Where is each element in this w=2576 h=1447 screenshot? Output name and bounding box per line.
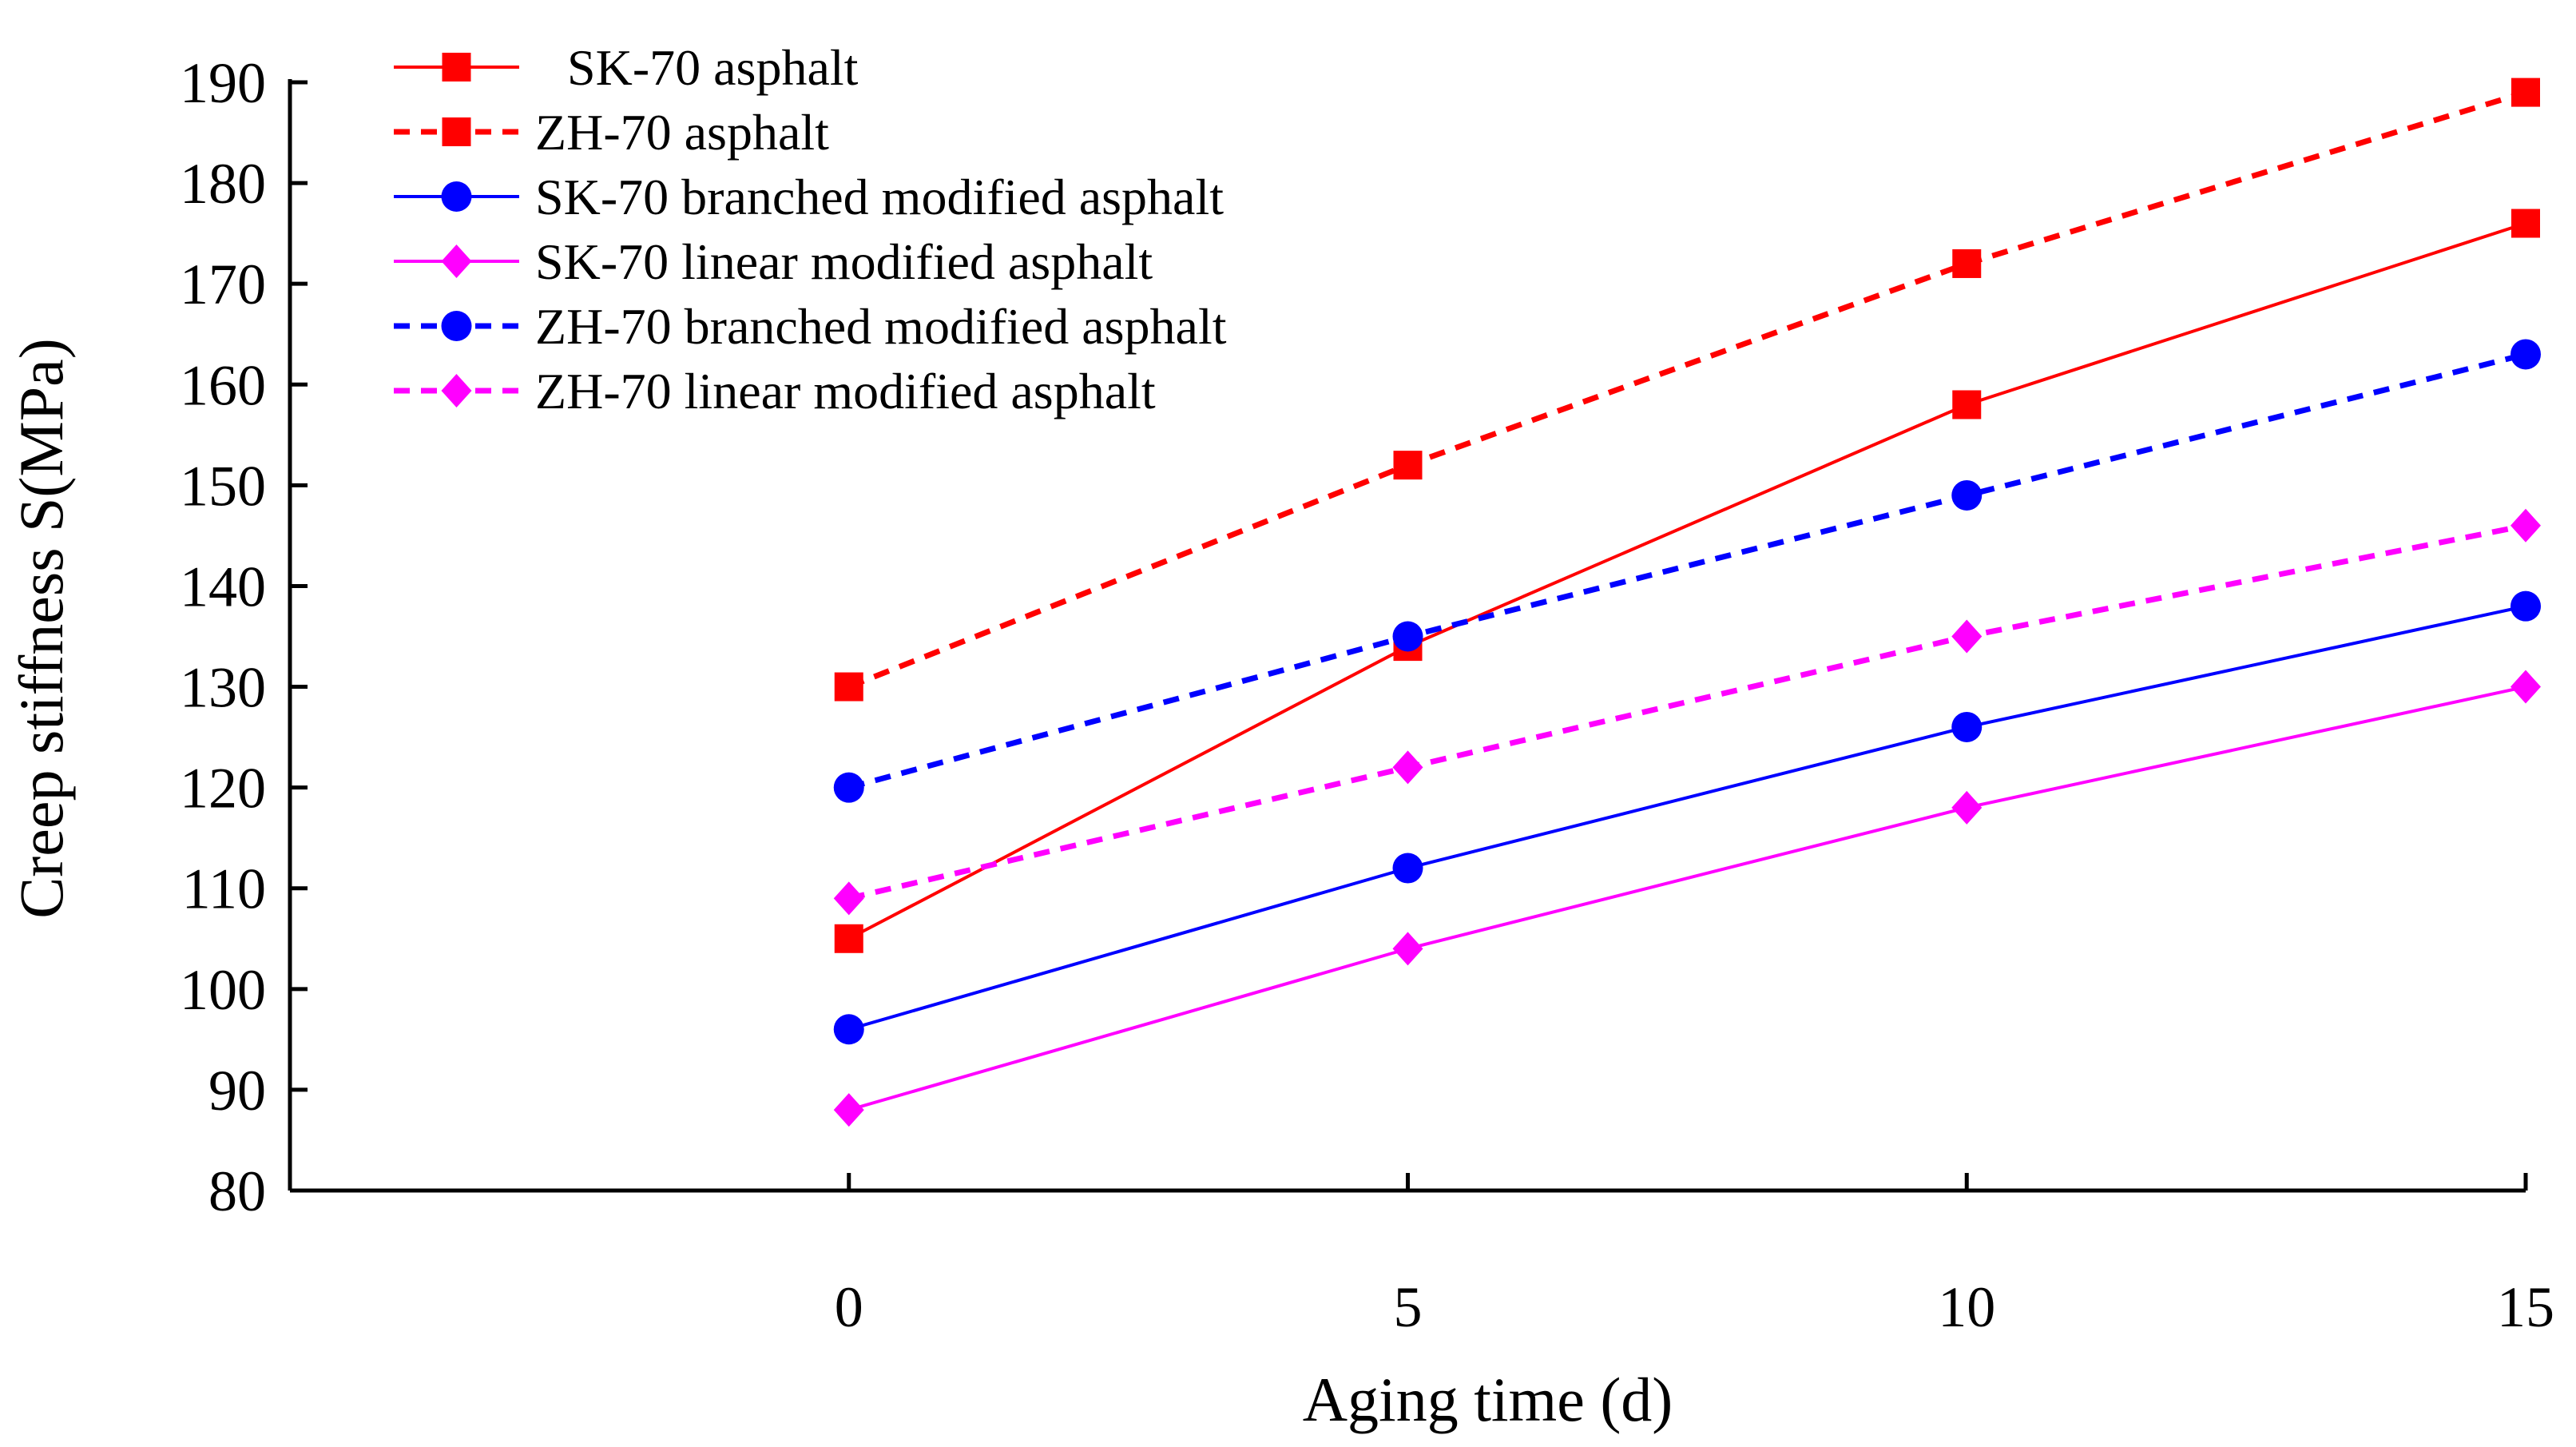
axes: 80 90 100 110 120 130 140 150 160 170 180 190 0 5 10 15 [180, 51, 2554, 1339]
y-tick-label: 150 [180, 454, 266, 518]
data-point [2511, 209, 2540, 238]
legend-swatch-marker [441, 311, 472, 341]
legend-item: SK-70 asphalt [394, 39, 859, 96]
series-line [848, 685, 2526, 1112]
y-tick-label: 110 [182, 857, 266, 921]
series-line [847, 221, 2526, 940]
data-point [2511, 670, 2541, 704]
data-point [2511, 339, 2541, 370]
legend-label: SK-70 linear modified asphalt [535, 233, 1153, 290]
series-line [847, 89, 2527, 690]
data-point [833, 772, 864, 803]
data-point [833, 1093, 864, 1127]
series-line [847, 352, 2526, 791]
legend-item: ZH-70 branched modified asphalt [394, 298, 1227, 355]
x-tick-label: 10 [1938, 1275, 1995, 1339]
legend: SK-70 asphalt ZH-70 asphalt SK-70 branched… [394, 39, 1227, 419]
series-3 [833, 590, 2541, 1045]
data-point [1392, 932, 1423, 966]
data-point [2511, 78, 2540, 107]
legend-label: ZH-70 linear modified asphalt [535, 363, 1156, 419]
y-axis-title: Creep stiffness S(MPa) [6, 338, 76, 919]
x-axis-title: Aging time (d) [1303, 1365, 1673, 1434]
legend-label: ZH-70 branched modified asphalt [535, 298, 1227, 355]
legend-swatch-marker [441, 244, 472, 278]
data-point [833, 1014, 864, 1045]
y-tick-label: 190 [180, 51, 266, 115]
series-6 [833, 508, 2541, 916]
series-4 [833, 670, 2541, 1127]
data-point [1392, 750, 1423, 785]
legend-swatch-marker [442, 117, 471, 146]
series-line [847, 523, 2526, 901]
legend-item: SK-70 branched modified asphalt [394, 169, 1224, 225]
data-point [2511, 508, 2541, 543]
data-point [1392, 621, 1423, 652]
data-point [1951, 619, 1983, 654]
y-tick-label: 180 [180, 152, 266, 216]
y-tick-label: 140 [180, 555, 266, 618]
x-tick-label: 15 [2497, 1275, 2554, 1339]
y-tick-label: 170 [180, 252, 266, 316]
series-layer [833, 78, 2541, 1127]
y-tick-label: 130 [180, 656, 266, 720]
legend-swatch-marker [442, 53, 471, 81]
legend-swatch-marker [441, 374, 472, 407]
data-point [1951, 790, 1983, 825]
series-2 [834, 78, 2540, 702]
data-point [1393, 451, 1423, 480]
x-tick-label: 5 [1394, 1275, 1423, 1339]
legend-swatch-marker [441, 181, 472, 212]
data-point [834, 924, 863, 953]
data-point [833, 881, 864, 916]
legend-label: SK-70 branched modified asphalt [535, 169, 1224, 225]
data-point [1952, 390, 1982, 419]
data-point [1951, 479, 1983, 511]
data-point [1951, 711, 1983, 742]
data-point [2511, 590, 2541, 622]
legend-item: ZH-70 asphalt [394, 104, 829, 161]
y-tick-label: 90 [208, 1059, 266, 1123]
data-point [1392, 853, 1423, 884]
legend-item: ZH-70 linear modified asphalt [394, 363, 1156, 419]
legend-label: ZH-70 asphalt [535, 104, 829, 161]
x-tick-label: 0 [835, 1275, 863, 1339]
data-point [834, 672, 863, 702]
data-point [1952, 248, 1982, 278]
legend-item: SK-70 linear modified asphalt [394, 233, 1153, 290]
series-line [848, 604, 2526, 1032]
legend-label: SK-70 asphalt [567, 39, 859, 96]
series-5 [833, 339, 2541, 803]
y-tick-label: 120 [180, 757, 266, 821]
y-tick-label: 100 [180, 958, 266, 1022]
y-tick-label: 80 [208, 1159, 266, 1223]
y-tick-label: 160 [180, 353, 266, 417]
